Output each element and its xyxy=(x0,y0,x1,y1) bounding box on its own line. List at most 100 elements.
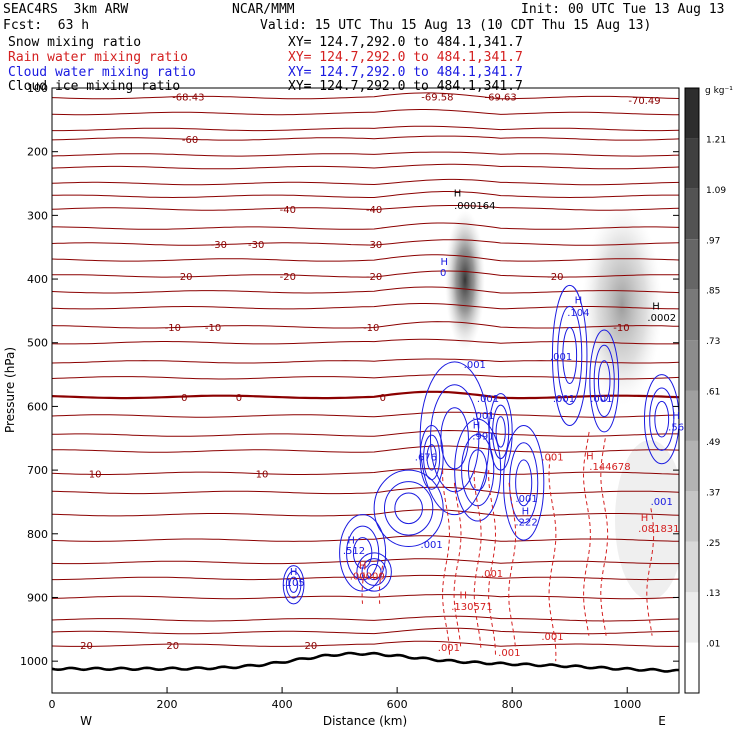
isotherm-line xyxy=(52,125,679,132)
colorbar-frame xyxy=(684,87,700,694)
field-name-snow: Snow mixing ratio xyxy=(8,35,142,50)
contour-annotation: .001 xyxy=(651,497,673,508)
isotherm-line xyxy=(52,109,679,116)
y-tick-label: 1000 xyxy=(20,655,48,668)
cloud-water-contour xyxy=(288,576,299,593)
isotherm-line xyxy=(52,627,679,635)
y-tick-label: 400 xyxy=(27,273,48,286)
isotherm-label: -30 xyxy=(366,240,382,251)
contour-annotation: .001 xyxy=(477,394,499,405)
isotherm-label: 0 xyxy=(236,393,242,404)
rain-water-contour xyxy=(442,470,451,655)
contour-annotation: .991 xyxy=(472,432,494,443)
cloud-water-contour xyxy=(366,563,382,581)
isotherm-label: -40 xyxy=(366,205,382,216)
colorbar-label: .85 xyxy=(706,287,720,297)
isotherm-line xyxy=(52,205,679,211)
field-xy-rain: XY= 124.7,292.0 to 484.1,341.7 xyxy=(288,50,523,65)
colorbar-label: .13 xyxy=(706,589,720,599)
contour-annotation: H xyxy=(641,513,649,524)
contour-annotation: H xyxy=(359,561,367,572)
terrain-line xyxy=(51,651,679,673)
cloud-water-contour xyxy=(285,570,302,599)
isotherm-label: -10 xyxy=(613,323,629,334)
colorbar-label: .97 xyxy=(706,236,720,246)
contour-annotation: -69.63 xyxy=(485,93,517,104)
contour-annotation: H xyxy=(652,302,660,313)
cloud-water-contour xyxy=(562,326,578,384)
contour-annotation: .144678 xyxy=(589,462,630,473)
isotherm-line xyxy=(52,178,679,186)
contour-annotation: .000164 xyxy=(454,201,495,212)
model-label: NCAR/MMM xyxy=(232,2,295,17)
isotherm-line xyxy=(52,445,679,453)
cloud-water-contour xyxy=(373,469,444,548)
field-name-rain: Rain water mixing ratio xyxy=(8,50,189,65)
contour-annotation: H xyxy=(575,295,583,306)
isotherm-label: -30 xyxy=(248,240,264,251)
isotherm-label: 10 xyxy=(256,469,269,480)
isotherm-label: 0 xyxy=(380,393,386,404)
contour-annotation: .00000 xyxy=(350,572,385,583)
isotherm-line xyxy=(52,640,679,647)
init-time: Init: 00 UTC Tue 13 Aug 13 xyxy=(521,2,725,17)
x-axis-east-label: E xyxy=(658,714,666,728)
colorbar-swatch xyxy=(685,390,699,441)
isotherm-line xyxy=(52,468,679,475)
contour-annotation: 0 xyxy=(440,268,446,279)
isotherm-label: 0 xyxy=(181,393,187,404)
y-tick-label: 300 xyxy=(27,209,48,222)
snow-shade-low-east xyxy=(615,440,679,600)
isotherm-line xyxy=(52,558,679,565)
isotherm-line xyxy=(52,486,679,495)
isotherm-label: -30 xyxy=(211,240,227,251)
isotherm-label: 10 xyxy=(89,469,102,480)
contour-annotation: H xyxy=(441,257,449,268)
isotherm-label: -60 xyxy=(182,135,198,146)
contour-annotation: H xyxy=(672,411,680,422)
isotherm-line xyxy=(52,303,679,310)
isotherm-line xyxy=(52,321,679,329)
isotherm-line xyxy=(52,411,679,418)
cloud-water-contour xyxy=(339,514,387,592)
contour-annotation: H xyxy=(454,188,462,199)
colorbar-unit: g kg⁻¹ xyxy=(705,86,733,96)
cloud-water-contour xyxy=(654,400,670,438)
colorbar-swatch xyxy=(685,239,699,290)
x-axis-label: Distance (km) xyxy=(323,714,407,728)
snow-core-east xyxy=(582,205,662,405)
x-tick-label: 400 xyxy=(272,698,293,711)
isotherm-line xyxy=(52,151,679,157)
contour-annotation: .512 xyxy=(343,546,365,557)
cloud-water-contour xyxy=(383,481,434,536)
contour-annotation: .104 xyxy=(567,308,589,319)
colorbar-swatch xyxy=(685,491,699,542)
isotherm-line xyxy=(52,163,679,170)
isotherm-label: -20 xyxy=(280,272,296,283)
cloud-water-contour xyxy=(557,305,583,406)
cloud-water-contour xyxy=(492,404,510,460)
colorbar-swatch xyxy=(685,88,699,139)
contour-annotation: .105 xyxy=(282,578,304,589)
rain-water-contour xyxy=(488,470,497,655)
colorbar-label: .61 xyxy=(706,388,720,398)
cloud-water-contour xyxy=(551,284,588,427)
valid-time: Valid: 15 UTC Thu 15 Aug 13 (10 CDT Thu … xyxy=(260,18,652,33)
cloud-water-contour xyxy=(649,387,675,451)
isotherm-line xyxy=(52,254,679,262)
isotherm-line xyxy=(52,338,679,345)
isotherm-label: -20 xyxy=(366,272,382,283)
contour-annotation: H xyxy=(290,567,298,578)
x-tick-label: 600 xyxy=(387,698,408,711)
rain-water-contour xyxy=(453,482,462,649)
isotherm-line xyxy=(52,615,679,622)
cloud-water-contour xyxy=(426,444,437,471)
colorbar-label: .73 xyxy=(706,337,720,347)
isotherm-label: -10 xyxy=(165,323,181,334)
contour-annotation: H xyxy=(347,535,355,546)
isotherm-label: 20 xyxy=(166,641,179,652)
contour-annotation: -69.58 xyxy=(421,93,453,104)
colorbar-label: .37 xyxy=(706,488,720,498)
isotherm-label: -40 xyxy=(280,205,296,216)
